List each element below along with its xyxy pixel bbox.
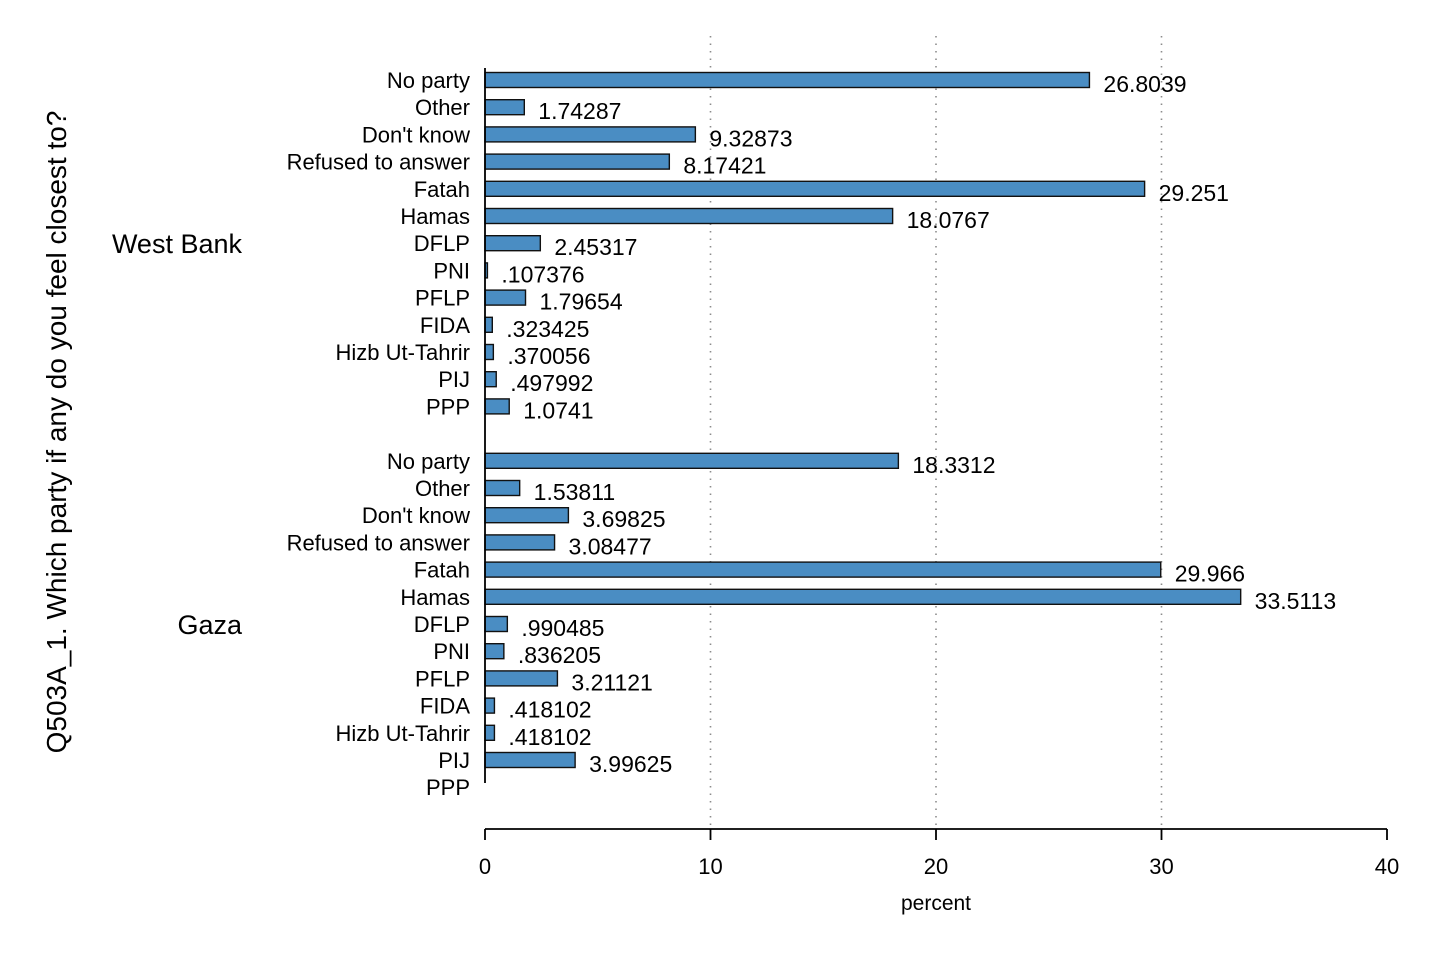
value-label: .370056 <box>507 343 590 369</box>
bar <box>484 697 496 714</box>
x-tick-label: 40 <box>1375 854 1399 879</box>
category-label: Other <box>415 476 470 501</box>
category-label: PIJ <box>438 748 470 773</box>
value-label: 1.79654 <box>540 289 623 315</box>
gridlines <box>709 36 1163 829</box>
bar <box>484 643 505 660</box>
value-label: 2.45317 <box>554 234 637 260</box>
x-axis-title: percent <box>901 892 971 915</box>
value-label: 18.0767 <box>907 207 990 233</box>
value-label: .418102 <box>508 724 591 750</box>
x-tick-label: 20 <box>924 854 948 879</box>
value-label: 29.966 <box>1175 561 1245 587</box>
labels: No party 26.8039 Other 1.74287 Don't know 9.3… <box>112 68 1336 800</box>
category-label: Hamas <box>400 585 470 610</box>
category-label: No party <box>387 449 470 474</box>
value-label: 1.53811 <box>534 479 615 505</box>
bar <box>484 398 510 415</box>
category-label: DFLP <box>414 231 470 256</box>
x-tick-label: 10 <box>698 854 722 879</box>
value-label: .990485 <box>521 615 604 641</box>
category-label: Fatah <box>414 177 470 202</box>
value-label: 8.17421 <box>683 153 766 179</box>
category-label: FIDA <box>420 313 470 338</box>
bar <box>484 751 576 769</box>
bar <box>484 343 495 361</box>
bar <box>484 534 556 551</box>
category-label: PNI <box>433 639 470 664</box>
bar <box>484 371 497 388</box>
category-label: Don't know <box>362 503 470 528</box>
category-label: PPP <box>426 775 470 800</box>
value-label: .497992 <box>510 370 593 396</box>
bar <box>484 207 894 225</box>
category-label: PPP <box>426 394 470 419</box>
value-label: 3.08477 <box>569 533 652 559</box>
category-label: Hizb Ut-Tahrir <box>336 721 470 746</box>
bar <box>484 479 521 497</box>
x-tick-label: 30 <box>1149 854 1173 879</box>
value-label: 1.0741 <box>523 397 593 423</box>
value-label: 26.8039 <box>1103 71 1186 97</box>
bar <box>484 615 509 633</box>
category-label: PFLP <box>415 286 470 311</box>
value-label: 1.74287 <box>538 98 621 124</box>
bars <box>484 71 1242 769</box>
y-axis-title: Q503A_1. Which party if any do you feel … <box>41 111 72 754</box>
value-label: 18.3312 <box>912 452 995 478</box>
category-label: Fatah <box>414 558 470 583</box>
bar <box>484 234 542 252</box>
category-label: PNI <box>433 258 470 283</box>
category-label: Refused to answer <box>287 530 470 555</box>
value-label: 29.251 <box>1159 180 1229 206</box>
bar <box>484 71 1091 89</box>
value-label: 3.99625 <box>589 751 672 777</box>
category-label: No party <box>387 68 470 93</box>
bar <box>484 670 559 687</box>
value-label: .836205 <box>518 642 601 668</box>
axes: 0 10 20 30 40 <box>479 68 1399 879</box>
group-label: West Bank <box>112 229 243 259</box>
bar <box>484 507 570 524</box>
bar <box>484 126 697 143</box>
bar <box>484 289 527 306</box>
x-tick-label: 0 <box>479 854 491 879</box>
value-label: 3.69825 <box>582 506 665 532</box>
bar <box>484 180 1146 198</box>
category-label: PFLP <box>415 666 470 691</box>
bar <box>484 561 1162 578</box>
bar <box>484 588 1242 605</box>
value-label: 33.5113 <box>1255 588 1336 614</box>
category-label: Other <box>415 95 470 120</box>
category-label: FIDA <box>420 694 470 719</box>
category-label: Don't know <box>362 122 470 147</box>
value-label: 9.32873 <box>709 125 792 151</box>
category-label: Hizb Ut-Tahrir <box>336 340 470 365</box>
bar <box>484 98 526 116</box>
value-label: .323425 <box>506 316 589 342</box>
category-label: Hamas <box>400 204 470 229</box>
value-label: .107376 <box>501 261 584 287</box>
bar <box>484 452 900 469</box>
category-label: PIJ <box>438 367 470 392</box>
bar <box>484 153 671 170</box>
group-label: Gaza <box>177 610 243 640</box>
value-label: 3.21121 <box>571 669 652 695</box>
bar <box>484 724 496 741</box>
value-label: .418102 <box>508 697 591 723</box>
category-label: DFLP <box>414 612 470 637</box>
category-label: Refused to answer <box>287 150 470 175</box>
bar <box>484 316 493 333</box>
